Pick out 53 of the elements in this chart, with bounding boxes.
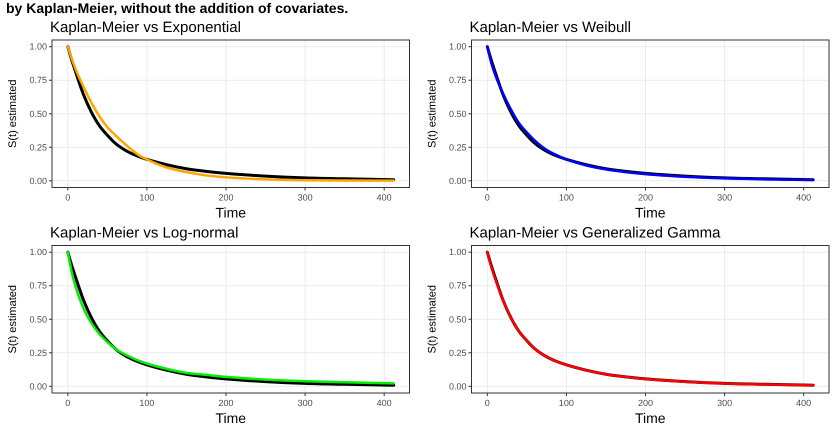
x-tick-label: 0: [65, 398, 70, 408]
y-tick-label: 0.00: [448, 381, 466, 392]
y-tick-label: 0.00: [29, 381, 47, 392]
y-tick-label: 0.75: [29, 280, 47, 291]
y-tick-label: 0.75: [448, 280, 466, 291]
x-tick-label: 0: [484, 192, 490, 202]
y-axis-title: S(t) estimated: [7, 285, 19, 354]
x-tick-label: 100: [139, 398, 154, 408]
x-tick-label: 200: [218, 192, 234, 202]
x-tick-label: 400: [376, 398, 392, 408]
y-tick-label: 0.25: [448, 142, 466, 152]
x-tick-label: 400: [796, 398, 812, 408]
y-tick-label: 0.50: [29, 314, 47, 324]
y-tick-label: 0.00: [448, 176, 466, 186]
y-tick-label: 1.00: [29, 247, 47, 258]
x-tick-label: 0: [484, 398, 490, 408]
chart-title: Kaplan-Meier vs Weibull: [470, 19, 631, 36]
x-tick-label: 300: [298, 192, 313, 202]
y-axis-title: S(t) estimated: [426, 285, 438, 354]
chart-title: Kaplan-Meier vs Log-normal: [50, 224, 238, 242]
x-tick-label: 0: [65, 192, 70, 202]
y-tick-label: 1.00: [448, 247, 466, 258]
y-axis-title: S(t) estimated: [426, 80, 438, 148]
y-tick-label: 0.75: [448, 75, 466, 86]
x-tick-label: 300: [298, 398, 313, 408]
y-axis-title: S(t) estimated: [7, 80, 19, 148]
y-tick-label: 0.50: [448, 108, 466, 119]
y-tick-label: 1.00: [29, 42, 47, 52]
x-tick-label: 100: [139, 192, 154, 202]
x-tick-label: 300: [717, 192, 732, 202]
y-tick-label: 0.25: [448, 348, 466, 358]
x-tick-label: 400: [376, 192, 392, 202]
y-tick-label: 0.00: [29, 176, 47, 186]
x-tick-label: 100: [558, 398, 574, 408]
chart-title: Kaplan-Meier vs Generalized Gamma: [470, 224, 722, 242]
chart-title: Kaplan-Meier vs Exponential: [50, 19, 241, 36]
x-axis-title: Time: [634, 410, 666, 426]
x-axis-title: Time: [215, 410, 246, 426]
y-tick-label: 0.50: [29, 108, 47, 119]
x-tick-label: 200: [638, 192, 654, 202]
x-tick-label: 400: [796, 192, 812, 202]
x-axis-title: Time: [634, 204, 666, 220]
y-tick-label: 0.75: [29, 75, 47, 86]
x-tick-label: 100: [558, 192, 574, 202]
x-tick-label: 200: [218, 398, 234, 408]
x-tick-label: 200: [638, 398, 654, 408]
x-tick-label: 300: [717, 398, 732, 408]
y-tick-label: 1.00: [448, 42, 466, 52]
y-tick-label: 0.50: [448, 314, 466, 324]
y-tick-label: 0.25: [29, 348, 47, 358]
x-axis-title: Time: [215, 204, 246, 220]
text: by Kaplan-Meier, without the addition of covariates.: [6, 0, 348, 16]
y-tick-label: 0.25: [29, 142, 47, 152]
